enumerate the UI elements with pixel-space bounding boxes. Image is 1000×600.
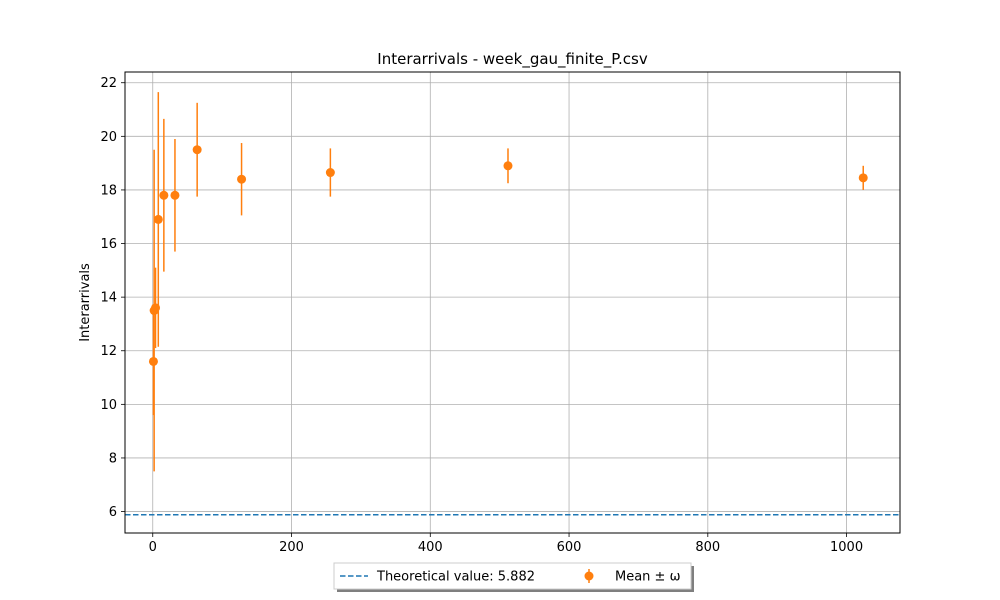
y-axis-label: Interarrivals [78, 263, 93, 342]
ticks: 0 200 400 600 800 1000 6 8 10 12 14 16 18 20 22 [100, 76, 863, 555]
x-tick-label: 200 [279, 540, 304, 555]
chart-title: Interarrivals - week_gau_finite_P.csv [377, 50, 648, 69]
data-point [153, 214, 163, 224]
legend: Theoretical value: 5.882 Mean ± ω [333, 562, 694, 592]
y-tick-label: 20 [100, 130, 117, 145]
y-tick-label: 8 [109, 451, 117, 466]
y-tick-label: 14 [100, 291, 117, 306]
y-tick-label: 16 [100, 237, 117, 252]
data-point [237, 174, 247, 184]
y-tick-label: 22 [100, 76, 117, 91]
grid [125, 72, 900, 533]
x-tick-label: 800 [695, 540, 720, 555]
y-tick-label: 6 [109, 505, 117, 520]
y-tick-label: 10 [100, 398, 117, 413]
x-tick-label: 1000 [830, 540, 863, 555]
plot-frame [124, 71, 901, 534]
legend-marker-swatch [584, 571, 594, 581]
legend-mean-label: Mean ± ω [615, 570, 680, 585]
legend-box [333, 562, 692, 590]
x-tick-label: 600 [557, 540, 582, 555]
data-point [192, 145, 202, 155]
y-tick-label: 18 [100, 183, 117, 198]
data-point [170, 190, 180, 200]
legend-theoretical-label: Theoretical value: 5.882 [376, 570, 535, 585]
x-tick-label: 400 [418, 540, 443, 555]
data-layer [148, 92, 868, 472]
data-point [858, 173, 868, 183]
x-tick-label: 0 [149, 540, 157, 555]
data-point [159, 190, 169, 200]
data-point [325, 168, 335, 178]
data-point [151, 303, 161, 313]
data-point [503, 161, 513, 171]
data-point [148, 356, 158, 366]
y-tick-label: 12 [100, 344, 117, 359]
